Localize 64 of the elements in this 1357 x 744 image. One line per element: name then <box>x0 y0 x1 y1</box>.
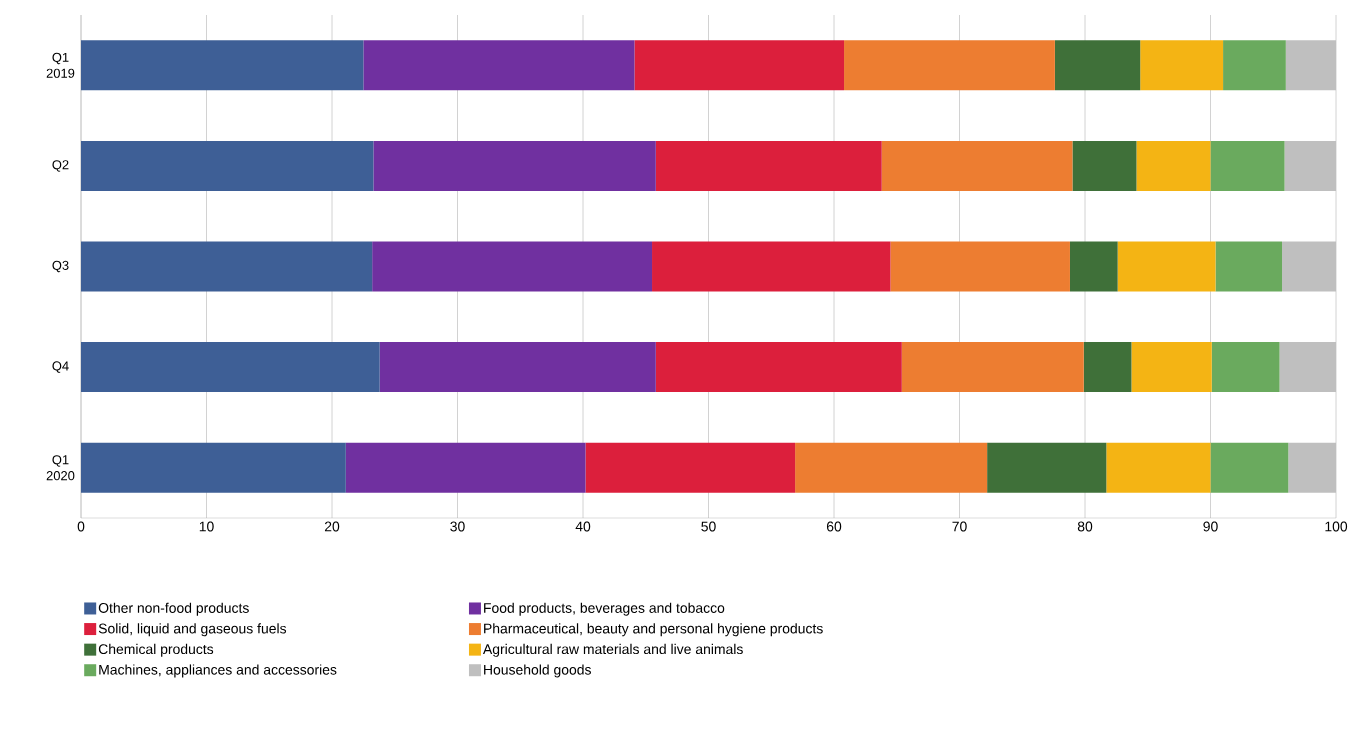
bar <box>81 40 364 91</box>
bar <box>655 342 902 393</box>
bar <box>81 140 374 191</box>
bar <box>1288 442 1337 493</box>
bar <box>987 442 1107 493</box>
y-tick-label: Q4 <box>52 361 69 373</box>
bar <box>372 241 653 292</box>
bar <box>901 342 1084 393</box>
bar <box>1223 40 1286 91</box>
x-tick-label: 40 <box>575 521 591 532</box>
bar <box>1083 342 1132 393</box>
bar <box>1284 140 1337 191</box>
legend-label: Chemical products <box>98 643 214 657</box>
bar <box>890 241 1070 292</box>
legend-label: Other non-food products <box>98 602 249 616</box>
bar <box>1117 241 1216 292</box>
bar <box>379 342 656 393</box>
y-tick-label: Q1 2019 <box>46 52 75 78</box>
bar <box>655 140 882 191</box>
bar <box>1211 342 1280 393</box>
x-tick-label: 90 <box>1203 521 1218 532</box>
bar <box>795 442 988 493</box>
legend-label: Food products, beverages and tobacco <box>484 602 725 616</box>
bar <box>81 241 373 292</box>
bar <box>1106 442 1211 493</box>
bar <box>585 442 796 493</box>
legend-label: Agricultural raw materials and live animals <box>482 643 743 657</box>
bar <box>373 140 656 191</box>
y-tick-label: Q1 2020 <box>46 455 75 481</box>
legend-label: Pharmaceutical, beauty and personal hygiene products <box>484 623 823 637</box>
bar <box>1069 241 1118 292</box>
bar <box>1210 140 1285 191</box>
x-tick-label: 0 <box>77 521 85 532</box>
bar <box>1136 140 1211 191</box>
bar <box>1215 241 1283 292</box>
x-tick-label: 20 <box>324 521 340 532</box>
x-tick-label: 10 <box>199 521 214 532</box>
bar <box>363 40 635 91</box>
bar <box>1279 342 1337 393</box>
legend-label: Solid, liquid and gaseous fuels <box>98 623 287 637</box>
bar <box>1131 342 1212 393</box>
x-tick-label: 80 <box>1077 521 1093 532</box>
bar <box>1285 40 1337 91</box>
bar <box>81 442 346 493</box>
bar <box>1072 140 1137 191</box>
bar <box>1282 241 1337 292</box>
bar <box>881 140 1073 191</box>
legend-label: Household goods <box>484 664 591 678</box>
x-tick-label: 50 <box>701 521 716 532</box>
x-tick-label: 70 <box>952 521 967 532</box>
x-tick-label: 60 <box>826 521 842 532</box>
bar <box>1210 442 1289 493</box>
bar <box>844 40 1055 91</box>
bar <box>1140 40 1224 91</box>
bar <box>1054 40 1141 91</box>
bar <box>81 342 380 393</box>
x-tick-label: 30 <box>450 521 465 532</box>
legend-label: Machines, appliances and accessories <box>99 664 337 678</box>
bar <box>652 241 891 292</box>
y-tick-label: Q3 <box>52 260 69 273</box>
x-tick-label: 100 <box>1325 521 1348 532</box>
bar <box>345 442 586 493</box>
bar <box>634 40 845 91</box>
y-tick-label: Q2 <box>52 160 69 172</box>
